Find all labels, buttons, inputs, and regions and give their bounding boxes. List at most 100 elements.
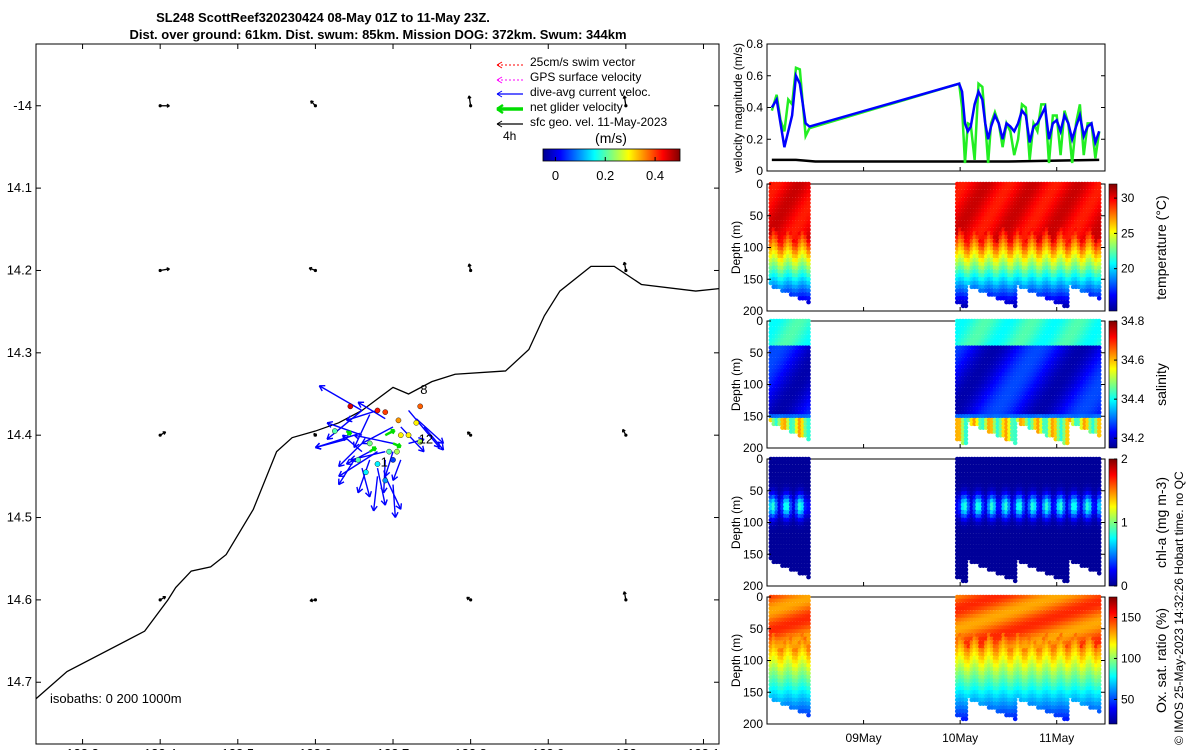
track-point: [417, 403, 423, 410]
depth-tick-label: 100: [743, 241, 763, 255]
current-vector: [326, 409, 363, 440]
map-xtick-label: 122.8: [454, 746, 487, 750]
profile-sample: [963, 299, 969, 305]
title-line-2: Dist. over ground: 61km. Dist. swum: 85k…: [129, 27, 626, 42]
legend-gps-label: GPS surface velocity: [530, 70, 641, 84]
track-point: [397, 432, 404, 438]
current-vector-head: [345, 415, 353, 423]
current-vector-head: [326, 420, 334, 428]
map-ytick-label: 14.1: [7, 180, 32, 195]
map-ytick-label: 14.5: [7, 510, 32, 525]
colorbar-tick-label: 34.8: [1121, 314, 1145, 328]
current-vector: [372, 476, 379, 512]
current-vector: [392, 484, 397, 518]
depth-axis-label: Depth (m): [729, 358, 743, 411]
net-vector-head: [347, 430, 353, 436]
profile-sample: [806, 269, 811, 274]
map-xtick-label: 122.9: [532, 746, 565, 750]
profile-sample: [963, 296, 969, 301]
geo-vector-head: [308, 266, 313, 271]
map-xtick-label: 122.3: [66, 746, 99, 750]
track-point: [417, 438, 423, 445]
current-vector-head: [341, 434, 349, 442]
profile-sample: [806, 219, 811, 225]
profile-sample: [806, 242, 811, 248]
map-ytick-label: -14: [13, 98, 32, 113]
profile-colorbar: [1108, 183, 1118, 312]
profile-sample: [1012, 296, 1018, 301]
current-vector: [326, 422, 363, 436]
map-ytick-label: 14.7: [7, 674, 32, 689]
track-label: 12: [419, 431, 433, 446]
profile-sample: [806, 215, 811, 221]
geo-vector: [468, 95, 472, 106]
profile-sample: [1065, 303, 1070, 309]
current-vector-head: [395, 503, 403, 510]
geo-vector-head: [622, 95, 627, 99]
geo-vector: [160, 268, 170, 272]
velocity-ylabel: velocity magnitude (m/s): [731, 43, 745, 173]
profile-sample: [806, 246, 811, 252]
track-point: [386, 448, 392, 455]
geo-vector-head: [310, 100, 314, 104]
geo-vector-head: [622, 591, 627, 595]
profile-sample: [806, 200, 811, 206]
net-vector-head: [371, 446, 378, 452]
current-vector-head: [338, 460, 345, 468]
time-label: 4h: [503, 129, 516, 143]
current-vector-head: [437, 437, 445, 445]
profile-sample: [806, 185, 811, 191]
depth-tick-label: 0: [756, 177, 763, 191]
track-point: [382, 409, 389, 415]
profile-sample: [963, 292, 969, 297]
current-vector: [376, 467, 386, 506]
map-legend: 25cm/s swim vector GPS surface velocity …: [496, 55, 681, 183]
current-vector: [338, 459, 355, 485]
velocity-panel: 00.20.40.60.8 velocity magnitude (m/s): [731, 37, 1106, 178]
velocity-ytick-label: 0: [756, 164, 763, 178]
legend-geo-label: sfc geo. vel. 11-May-2023: [530, 115, 668, 129]
depth-tick-label: 50: [750, 209, 764, 223]
track-point: [355, 457, 361, 463]
velocity-ytick-label: 0.2: [746, 132, 763, 146]
profile-sample: [1012, 440, 1018, 446]
map-panel: 122.3122.4122.5122.6122.7122.8122.912312…: [7, 43, 720, 750]
profile-sample: [806, 280, 811, 286]
profile-sample: [806, 296, 811, 301]
depth-tick-label: 50: [750, 346, 764, 360]
geo-vector-head: [466, 431, 471, 435]
current-vector: [338, 442, 363, 467]
profile-colorbar: [1108, 320, 1118, 449]
geo-vector-head: [622, 261, 627, 266]
depth-axis-label: Depth (m): [729, 221, 743, 274]
net-vector-head: [396, 442, 402, 449]
profile-sample: [806, 227, 811, 233]
geo-vector: [623, 591, 627, 601]
current-vector-head: [314, 442, 322, 450]
track-point: [332, 428, 338, 434]
profile-sample: [806, 574, 811, 580]
current-vector: [415, 418, 444, 444]
colorbar-tick-label: 30: [1121, 191, 1135, 205]
profile-sample: [806, 299, 811, 305]
map-colorbar: [542, 148, 681, 162]
profile-sample: [806, 231, 811, 236]
map-xtick-label: 123.1: [687, 746, 720, 750]
track-point: [374, 407, 381, 414]
geo-vector-head: [467, 263, 472, 267]
current-vector-head: [353, 432, 361, 440]
current-vector-head: [356, 486, 364, 494]
profile-sample: [806, 273, 811, 278]
profile-sample: [1012, 288, 1018, 293]
current-vector: [408, 410, 441, 448]
velocity-ytick-label: 0.8: [746, 37, 763, 51]
track-point: [395, 417, 402, 424]
title-line-1: SL248 ScottReef320230424 08-May 01Z to 1…: [156, 10, 490, 25]
depth-tick-label: 150: [743, 272, 763, 286]
profile-sample: [806, 265, 811, 271]
track-label: 1: [381, 454, 388, 469]
track-point: [394, 448, 400, 455]
map-ytick-label: 14.3: [7, 345, 32, 360]
